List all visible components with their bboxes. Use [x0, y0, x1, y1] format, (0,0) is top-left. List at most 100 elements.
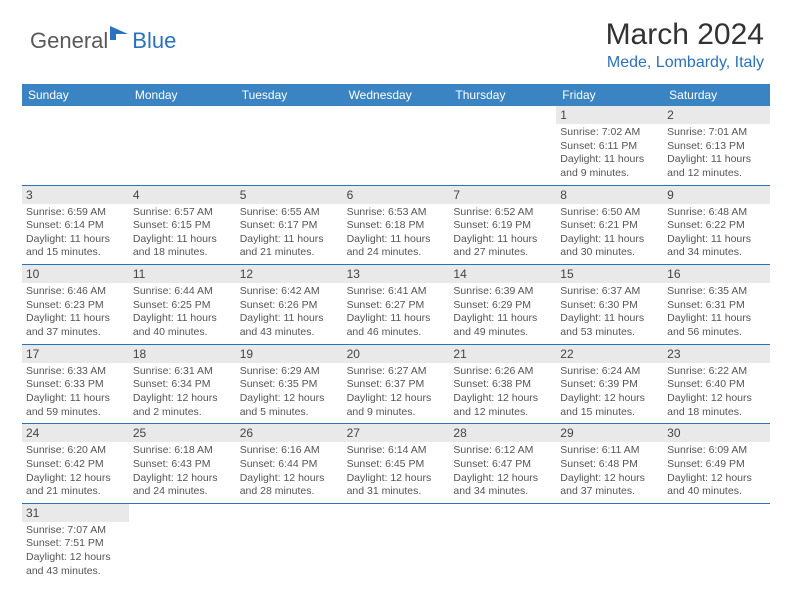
weekday-wednesday: Wednesday	[343, 84, 450, 106]
day-cell: 24 Sunrise: 6:20 AMSunset: 6:42 PMDayligh…	[22, 424, 129, 503]
day-info: Sunrise: 6:26 AMSunset: 6:38 PMDaylight:…	[453, 365, 552, 420]
day-cell: 18 Sunrise: 6:31 AMSunset: 6:34 PMDayligh…	[129, 345, 236, 424]
day-info: Sunrise: 6:57 AMSunset: 6:15 PMDaylight:…	[133, 206, 232, 261]
empty-cell: .	[129, 106, 236, 185]
day-info: Sunrise: 6:52 AMSunset: 6:19 PMDaylight:…	[453, 206, 552, 261]
week-row: 24 Sunrise: 6:20 AMSunset: 6:42 PMDayligh…	[22, 424, 770, 504]
day-cell: 25 Sunrise: 6:18 AMSunset: 6:43 PMDayligh…	[129, 424, 236, 503]
day-info: Sunrise: 6:12 AMSunset: 6:47 PMDaylight:…	[453, 444, 552, 499]
day-cell: 21 Sunrise: 6:26 AMSunset: 6:38 PMDayligh…	[449, 345, 556, 424]
day-info: Sunrise: 6:42 AMSunset: 6:26 PMDaylight:…	[240, 285, 339, 340]
day-cell: 1Sunrise: 7:02 AMSunset: 6:11 PMDaylight…	[556, 106, 663, 185]
day-cell: 9Sunrise: 6:48 AMSunset: 6:22 PMDaylight…	[663, 186, 770, 265]
day-info: Sunrise: 6:35 AMSunset: 6:31 PMDaylight:…	[667, 285, 766, 340]
day-cell: 23Sunrise: 6:22 AMSunset: 6:40 PMDayligh…	[663, 345, 770, 424]
day-info: Sunrise: 6:31 AMSunset: 6:34 PMDaylight:…	[133, 365, 232, 420]
day-info: Sunrise: 6:24 AMSunset: 6:39 PMDaylight:…	[560, 365, 659, 420]
day-info: Sunrise: 6:44 AMSunset: 6:25 PMDaylight:…	[133, 285, 232, 340]
day-number: 11	[129, 265, 236, 283]
day-number: 25	[129, 424, 236, 442]
calendar: SundayMondayTuesdayWednesdayThursdayFrid…	[22, 84, 770, 582]
day-cell: 27Sunrise: 6:14 AMSunset: 6:45 PMDayligh…	[343, 424, 450, 503]
weekday-sunday: Sunday	[22, 84, 129, 106]
day-number: 7	[449, 186, 556, 204]
week-row: 3 Sunrise: 6:59 AMSunset: 6:14 PMDaylight…	[22, 186, 770, 266]
day-cell: 14 Sunrise: 6:39 AMSunset: 6:29 PMDayligh…	[449, 265, 556, 344]
day-number: 3	[22, 186, 129, 204]
day-number: 15	[556, 265, 663, 283]
empty-cell: .	[556, 504, 663, 583]
day-number: 12	[236, 265, 343, 283]
day-info: Sunrise: 6:37 AMSunset: 6:30 PMDaylight:…	[560, 285, 659, 340]
week-row: 31Sunrise: 7:07 AMSunset: 7:51 PMDayligh…	[22, 504, 770, 583]
day-cell: 8 Sunrise: 6:50 AMSunset: 6:21 PMDaylight…	[556, 186, 663, 265]
day-info: Sunrise: 6:22 AMSunset: 6:40 PMDaylight:…	[667, 365, 766, 420]
day-cell: 17Sunrise: 6:33 AMSunset: 6:33 PMDayligh…	[22, 345, 129, 424]
day-cell: 6 Sunrise: 6:53 AMSunset: 6:18 PMDaylight…	[343, 186, 450, 265]
day-number: 9	[663, 186, 770, 204]
day-cell: 28Sunrise: 6:12 AMSunset: 6:47 PMDayligh…	[449, 424, 556, 503]
day-number: 24	[22, 424, 129, 442]
empty-cell: .	[236, 504, 343, 583]
flag-icon	[110, 24, 132, 47]
day-number: 20	[343, 345, 450, 363]
day-cell: 4 Sunrise: 6:57 AMSunset: 6:15 PMDaylight…	[129, 186, 236, 265]
day-info: Sunrise: 6:39 AMSunset: 6:29 PMDaylight:…	[453, 285, 552, 340]
day-cell: 5Sunrise: 6:55 AMSunset: 6:17 PMDaylight…	[236, 186, 343, 265]
day-number: 13	[343, 265, 450, 283]
day-info: Sunrise: 6:11 AMSunset: 6:48 PMDaylight:…	[560, 444, 659, 499]
day-number: 31	[22, 504, 129, 522]
day-cell: 7 Sunrise: 6:52 AMSunset: 6:19 PMDaylight…	[449, 186, 556, 265]
day-number: 21	[449, 345, 556, 363]
week-row: . . . . . 1Sunrise: 7:02 AMSunset: 6:11 …	[22, 106, 770, 186]
weekday-thursday: Thursday	[449, 84, 556, 106]
logo: General Blue	[30, 24, 176, 57]
week-row: 17Sunrise: 6:33 AMSunset: 6:33 PMDayligh…	[22, 345, 770, 425]
weekday-friday: Friday	[556, 84, 663, 106]
empty-cell: .	[663, 504, 770, 583]
day-info: Sunrise: 6:18 AMSunset: 6:43 PMDaylight:…	[133, 444, 232, 499]
day-number: 8	[556, 186, 663, 204]
day-number: 19	[236, 345, 343, 363]
day-info: Sunrise: 6:20 AMSunset: 6:42 PMDaylight:…	[26, 444, 125, 499]
day-info: Sunrise: 6:50 AMSunset: 6:21 PMDaylight:…	[560, 206, 659, 261]
day-number: 18	[129, 345, 236, 363]
day-info: Sunrise: 7:01 AMSunset: 6:13 PMDaylight:…	[667, 126, 766, 181]
day-cell: 30Sunrise: 6:09 AMSunset: 6:49 PMDayligh…	[663, 424, 770, 503]
title-block: March 2024 Mede, Lombardy, Italy	[606, 18, 764, 72]
day-cell: 26Sunrise: 6:16 AMSunset: 6:44 PMDayligh…	[236, 424, 343, 503]
day-info: Sunrise: 6:41 AMSunset: 6:27 PMDaylight:…	[347, 285, 446, 340]
day-cell: 20Sunrise: 6:27 AMSunset: 6:37 PMDayligh…	[343, 345, 450, 424]
day-info: Sunrise: 7:02 AMSunset: 6:11 PMDaylight:…	[560, 126, 659, 181]
day-info: Sunrise: 6:59 AMSunset: 6:14 PMDaylight:…	[26, 206, 125, 261]
empty-cell: .	[343, 504, 450, 583]
day-number: 17	[22, 345, 129, 363]
day-number: 22	[556, 345, 663, 363]
day-number: 14	[449, 265, 556, 283]
day-cell: 12 Sunrise: 6:42 AMSunset: 6:26 PMDayligh…	[236, 265, 343, 344]
week-row: 10 Sunrise: 6:46 AMSunset: 6:23 PMDayligh…	[22, 265, 770, 345]
day-number: 5	[236, 186, 343, 204]
day-cell: 3 Sunrise: 6:59 AMSunset: 6:14 PMDaylight…	[22, 186, 129, 265]
day-info: Sunrise: 6:29 AMSunset: 6:35 PMDaylight:…	[240, 365, 339, 420]
day-cell: 15 Sunrise: 6:37 AMSunset: 6:30 PMDayligh…	[556, 265, 663, 344]
header: General Blue March 2024 Mede, Lombardy, …	[0, 0, 792, 76]
empty-cell: .	[22, 106, 129, 185]
empty-cell: .	[343, 106, 450, 185]
empty-cell: .	[236, 106, 343, 185]
day-cell: 19 Sunrise: 6:29 AMSunset: 6:35 PMDayligh…	[236, 345, 343, 424]
day-number: 4	[129, 186, 236, 204]
day-info: Sunrise: 6:46 AMSunset: 6:23 PMDaylight:…	[26, 285, 125, 340]
day-number: 6	[343, 186, 450, 204]
day-cell: 2Sunrise: 7:01 AMSunset: 6:13 PMDaylight…	[663, 106, 770, 185]
day-number: 10	[22, 265, 129, 283]
day-cell: 10 Sunrise: 6:46 AMSunset: 6:23 PMDayligh…	[22, 265, 129, 344]
weekday-monday: Monday	[129, 84, 236, 106]
day-cell: 31Sunrise: 7:07 AMSunset: 7:51 PMDayligh…	[22, 504, 129, 583]
empty-cell: .	[449, 106, 556, 185]
day-cell: 13 Sunrise: 6:41 AMSunset: 6:27 PMDayligh…	[343, 265, 450, 344]
location: Mede, Lombardy, Italy	[606, 54, 764, 72]
day-info: Sunrise: 6:53 AMSunset: 6:18 PMDaylight:…	[347, 206, 446, 261]
logo-text-blue: Blue	[132, 28, 176, 54]
day-number: 26	[236, 424, 343, 442]
